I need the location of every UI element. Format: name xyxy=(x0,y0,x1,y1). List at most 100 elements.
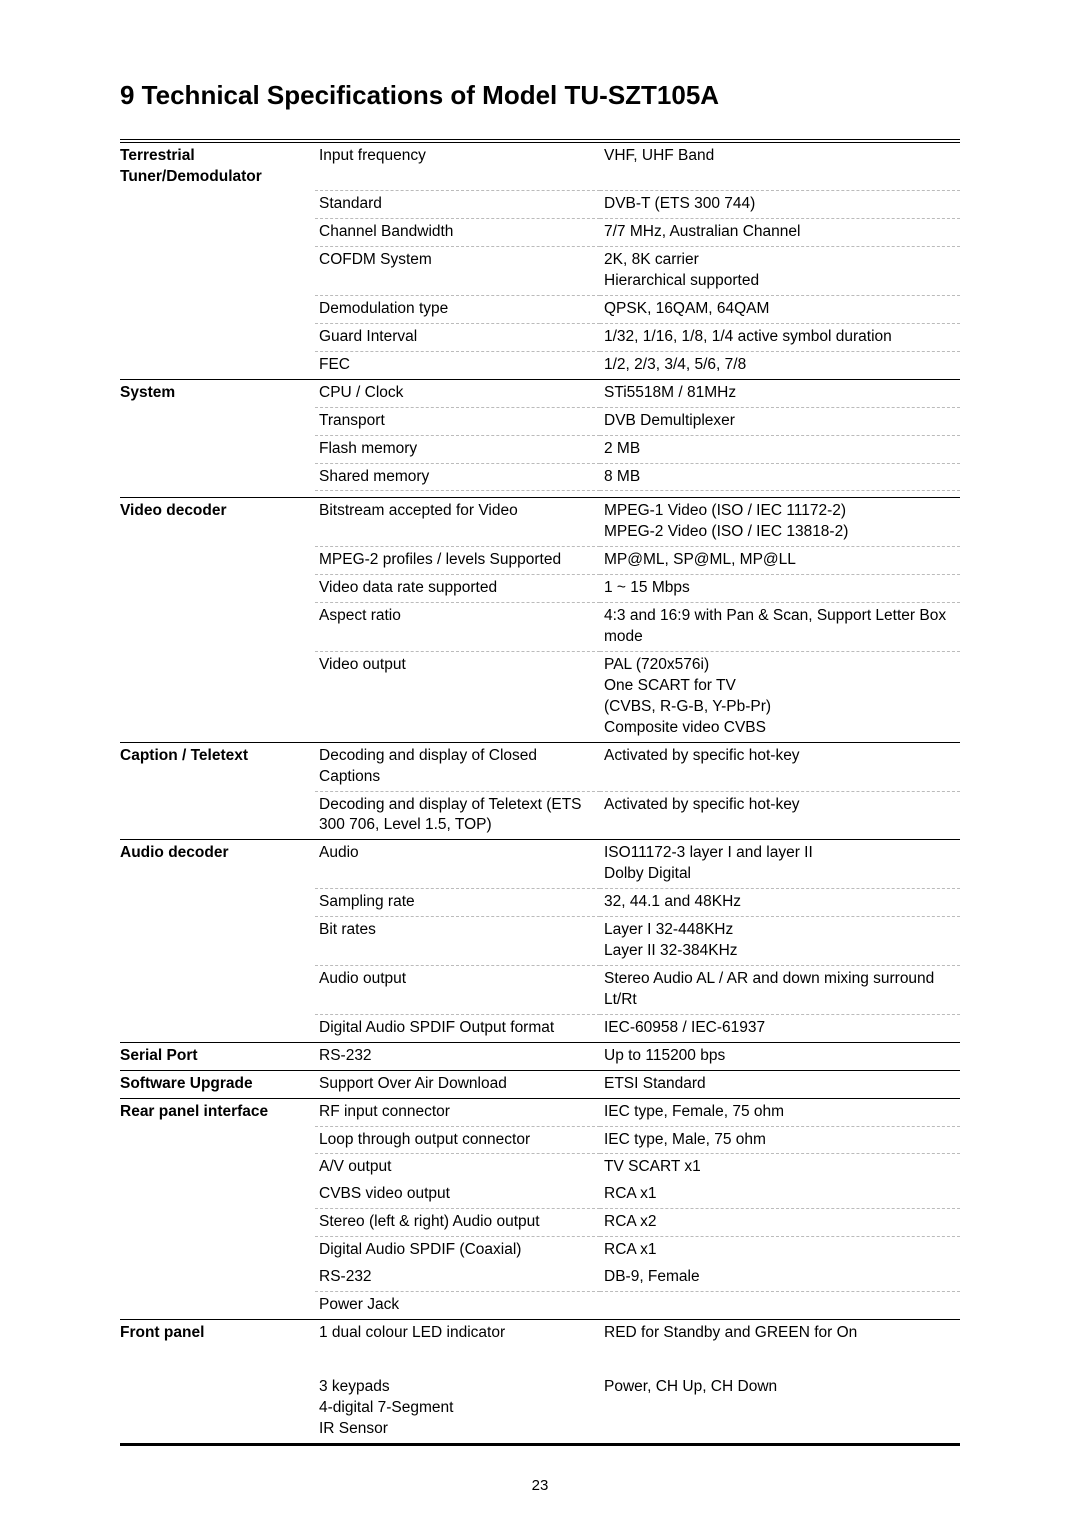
value-cell: IEC type, Male, 75 ohm xyxy=(600,1126,960,1154)
table-row: A/V outputTV SCART x1 xyxy=(120,1154,960,1181)
value-cell: DVB-T (ETS 300 744) xyxy=(600,191,960,219)
param-cell: COFDM System xyxy=(315,247,600,296)
category-cell: Serial Port xyxy=(120,1042,315,1070)
value-cell: Up to 115200 bps xyxy=(600,1042,960,1070)
value-cell: PAL (720x576i)One SCART for TV(CVBS, R-G… xyxy=(600,652,960,743)
value-cell: MP@ML, SP@ML, MP@LL xyxy=(600,547,960,575)
value-cell xyxy=(600,491,960,498)
category-cell xyxy=(120,296,315,324)
table-row: Flash memory2 MB xyxy=(120,435,960,463)
category-cell: TerrestrialTuner/Demodulator xyxy=(120,141,315,191)
table-row: Audio decoderAudioISO11172-3 layer I and… xyxy=(120,840,960,889)
value-cell: 2 MB xyxy=(600,435,960,463)
value-cell: 4:3 and 16:9 with Pan & Scan, Support Le… xyxy=(600,603,960,652)
param-cell: Power Jack xyxy=(315,1292,600,1320)
param-cell: A/V output xyxy=(315,1154,600,1181)
category-cell xyxy=(120,603,315,652)
value-cell: Stereo Audio AL / AR and down mixing sur… xyxy=(600,966,960,1015)
table-row: Aspect ratio4:3 and 16:9 with Pan & Scan… xyxy=(120,603,960,652)
value-cell: 1/32, 1/16, 1/8, 1/4 active symbol durat… xyxy=(600,323,960,351)
table-row: Bit ratesLayer I 32-448KHzLayer II 32-38… xyxy=(120,917,960,966)
table-row: TerrestrialTuner/DemodulatorInput freque… xyxy=(120,141,960,191)
table-row: Demodulation typeQPSK, 16QAM, 64QAM xyxy=(120,296,960,324)
table-row: Stereo (left & right) Audio outputRCA x2 xyxy=(120,1209,960,1237)
value-cell: 7/7 MHz, Australian Channel xyxy=(600,219,960,247)
value-cell: 1 ~ 15 Mbps xyxy=(600,575,960,603)
category-cell: Caption / Teletext xyxy=(120,742,315,791)
param-cell: Video output xyxy=(315,652,600,743)
category-cell: Software Upgrade xyxy=(120,1070,315,1098)
param-cell: Guard Interval xyxy=(315,323,600,351)
category-cell: Front panel xyxy=(120,1319,315,1346)
category-cell xyxy=(120,247,315,296)
value-cell: RCA x1 xyxy=(600,1237,960,1264)
param-cell: Video data rate supported xyxy=(315,575,600,603)
value-cell: 1/2, 2/3, 3/4, 5/6, 7/8 xyxy=(600,351,960,379)
category-cell xyxy=(120,407,315,435)
param-cell: Flash memory xyxy=(315,435,600,463)
table-row: Guard Interval1/32, 1/16, 1/8, 1/4 activ… xyxy=(120,323,960,351)
param-cell: Input frequency xyxy=(315,141,600,191)
category-cell xyxy=(120,351,315,379)
value-cell: ETSI Standard xyxy=(600,1070,960,1098)
value-cell: 2K, 8K carrierHierarchical supported xyxy=(600,247,960,296)
category-cell xyxy=(120,1154,315,1181)
value-cell: STi5518M / 81MHz xyxy=(600,379,960,407)
table-row: Front panel1 dual colour LED indicatorRE… xyxy=(120,1319,960,1346)
table-row: Digital Audio SPDIF Output formatIEC-609… xyxy=(120,1014,960,1042)
value-cell xyxy=(600,1347,960,1374)
param-cell: Aspect ratio xyxy=(315,603,600,652)
table-row: RS-232DB-9, Female xyxy=(120,1264,960,1291)
value-cell: RCA x2 xyxy=(600,1209,960,1237)
table-row: Digital Audio SPDIF (Coaxial)RCA x1 xyxy=(120,1237,960,1264)
table-row: CVBS video outputRCA x1 xyxy=(120,1181,960,1208)
param-cell: 3 keypads4-digital 7-SegmentIR Sensor xyxy=(315,1374,600,1444)
category-cell xyxy=(120,547,315,575)
param-cell: Support Over Air Download xyxy=(315,1070,600,1098)
category-cell: Rear panel interface xyxy=(120,1098,315,1126)
value-cell: Activated by specific hot-key xyxy=(600,742,960,791)
param-cell: Demodulation type xyxy=(315,296,600,324)
table-row: Video decoderBitstream accepted for Vide… xyxy=(120,498,960,547)
value-cell: RCA x1 xyxy=(600,1181,960,1208)
value-cell: QPSK, 16QAM, 64QAM xyxy=(600,296,960,324)
param-cell: Audio output xyxy=(315,966,600,1015)
category-cell xyxy=(120,1181,315,1208)
table-row xyxy=(120,491,960,498)
param-cell: Bitstream accepted for Video xyxy=(315,498,600,547)
table-row: Channel Bandwidth7/7 MHz, Australian Cha… xyxy=(120,219,960,247)
param-cell: Stereo (left & right) Audio output xyxy=(315,1209,600,1237)
param-cell: Digital Audio SPDIF (Coaxial) xyxy=(315,1237,600,1264)
table-row: StandardDVB-T (ETS 300 744) xyxy=(120,191,960,219)
category-cell xyxy=(120,191,315,219)
param-cell: 1 dual colour LED indicator xyxy=(315,1319,600,1346)
page-number: 23 xyxy=(0,1477,1080,1494)
table-row: Audio outputStereo Audio AL / AR and dow… xyxy=(120,966,960,1015)
page-title: 9 Technical Specifications of Model TU-S… xyxy=(120,80,960,111)
table-row: Sampling rate32, 44.1 and 48KHz xyxy=(120,889,960,917)
value-cell: IEC type, Female, 75 ohm xyxy=(600,1098,960,1126)
param-cell xyxy=(315,1347,600,1374)
value-cell: MPEG-1 Video (ISO / IEC 11172-2)MPEG-2 V… xyxy=(600,498,960,547)
param-cell: RF input connector xyxy=(315,1098,600,1126)
param-cell: Decoding and display of Teletext (ETS 30… xyxy=(315,791,600,840)
value-cell: ISO11172-3 layer I and layer IIDolby Dig… xyxy=(600,840,960,889)
category-cell xyxy=(120,1374,315,1444)
category-cell: System xyxy=(120,379,315,407)
param-cell: CPU / Clock xyxy=(315,379,600,407)
table-row: Software UpgradeSupport Over Air Downloa… xyxy=(120,1070,960,1098)
table-row: TransportDVB Demultiplexer xyxy=(120,407,960,435)
param-cell: Bit rates xyxy=(315,917,600,966)
category-cell xyxy=(120,1347,315,1374)
category-cell xyxy=(120,1014,315,1042)
table-row: Serial PortRS-232Up to 115200 bps xyxy=(120,1042,960,1070)
category-cell xyxy=(120,435,315,463)
value-cell: TV SCART x1 xyxy=(600,1154,960,1181)
param-cell: RS-232 xyxy=(315,1042,600,1070)
param-cell: Sampling rate xyxy=(315,889,600,917)
category-cell xyxy=(120,219,315,247)
category-cell xyxy=(120,491,315,498)
param-cell: Audio xyxy=(315,840,600,889)
table-row: Loop through output connectorIEC type, M… xyxy=(120,1126,960,1154)
category-cell xyxy=(120,1209,315,1237)
